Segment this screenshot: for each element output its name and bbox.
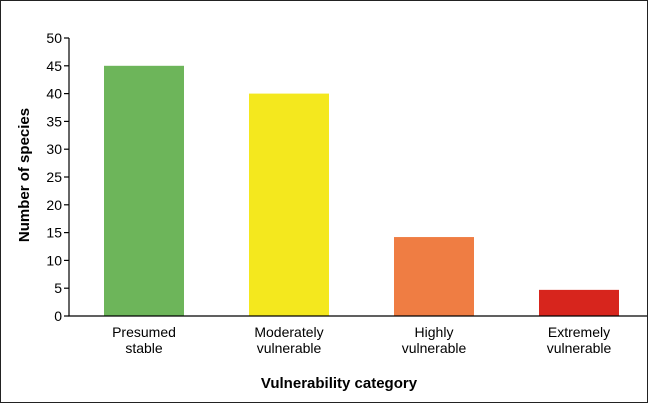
y-tick-label-25: 25 <box>46 169 62 185</box>
x-tick-label-highly-vulnerable: Highly vulnerable <box>402 324 467 356</box>
bar-moderately-vulnerable <box>249 93 329 316</box>
y-tick-label-40: 40 <box>46 86 62 102</box>
bar-highly-vulnerable <box>394 237 474 316</box>
y-tick-label-0: 0 <box>54 308 62 324</box>
y-tick-label-50: 50 <box>46 30 62 46</box>
y-axis-title: Number of species <box>16 108 33 242</box>
y-tick-label-15: 15 <box>46 225 62 241</box>
x-axis-title: Vulnerability category <box>261 375 418 392</box>
x-tick-label-extremely-vulnerable: Extremely vulnerable <box>547 324 612 356</box>
x-tick-label-presumed-stable: Presumed stable <box>112 324 176 356</box>
x-tick-label-moderately-vulnerable: Moderately vulnerable <box>254 324 323 356</box>
labels-layer: Presumed stable Moderately vulnerable Highly… <box>46 30 611 356</box>
y-tick-label-45: 45 <box>46 58 62 74</box>
bar-presumed-stable <box>104 65 184 316</box>
y-tick-label-20: 20 <box>46 197 62 213</box>
y-tick-label-5: 5 <box>54 280 62 296</box>
y-tick-label-35: 35 <box>46 113 62 129</box>
y-tick-label-30: 30 <box>46 141 62 157</box>
y-tick-label-10: 10 <box>46 252 62 268</box>
axes-layer <box>64 37 647 317</box>
bar-extremely-vulnerable <box>539 289 619 316</box>
bars-layer <box>104 65 619 316</box>
